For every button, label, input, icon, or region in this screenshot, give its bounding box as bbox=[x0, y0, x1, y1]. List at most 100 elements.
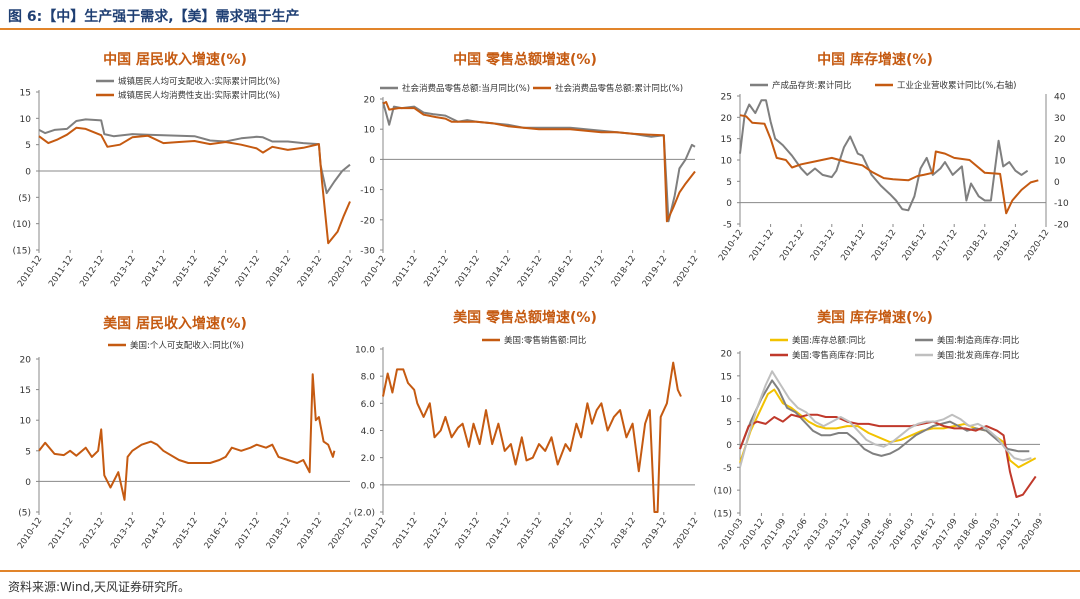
y2-tick-label: 10 bbox=[1054, 157, 1066, 167]
y-tick-label: 15 bbox=[721, 135, 732, 145]
chart-title: 美国 库存增速(%) bbox=[817, 309, 933, 326]
x-tick-label: 2013-12 bbox=[453, 254, 482, 289]
x-tick-label: 2013-12 bbox=[109, 254, 138, 289]
x-tick-label: 2013-12 bbox=[109, 516, 138, 551]
y-tick-label: (15) bbox=[13, 247, 31, 257]
y-tick-label: 6.0 bbox=[361, 400, 376, 410]
series-line-1 bbox=[38, 373, 336, 501]
x-tick-label: 2012-12 bbox=[422, 254, 451, 289]
chart-us-inventory: 美国 库存增速(%)20151050-5(10)(15)2010-032010-… bbox=[714, 309, 1046, 552]
legend-label: 美国:批发商库存:同比 bbox=[937, 350, 1019, 361]
legend-label: 美国:零售销售额:同比 bbox=[504, 335, 586, 346]
x-tick-label: 2017-12 bbox=[578, 254, 607, 289]
x-tick-label: 2011-12 bbox=[747, 228, 776, 263]
y-tick-label: (5) bbox=[18, 194, 31, 204]
x-tick-label: 2010-12 bbox=[360, 516, 389, 551]
y-tick-label: 5 bbox=[25, 141, 31, 151]
x-tick-label: 2019-12 bbox=[296, 516, 325, 551]
x-tick-label: 2010-12 bbox=[717, 228, 746, 263]
y-tick-label: (10) bbox=[13, 220, 31, 230]
y-tick-label: 10 bbox=[364, 126, 376, 136]
legend-label: 产成品存货:累计同比 bbox=[772, 80, 851, 91]
x-tick-label: 2018-12 bbox=[265, 516, 294, 551]
y-tick-label: 5 bbox=[726, 418, 732, 428]
y-tick-label: 20 bbox=[364, 96, 376, 106]
series-line-1 bbox=[382, 361, 682, 513]
y-tick-label: (2.0) bbox=[354, 509, 375, 519]
x-tick-label: 2016-12 bbox=[547, 254, 576, 289]
x-tick-label: 2015-12 bbox=[171, 254, 200, 289]
x-tick-label: 2018-12 bbox=[609, 254, 638, 289]
y-tick-label: -20 bbox=[360, 216, 375, 226]
x-tick-label: 2019-12 bbox=[641, 516, 670, 551]
y-tick-label: 0 bbox=[369, 156, 375, 166]
x-tick-label: 2018-12 bbox=[962, 228, 991, 263]
y-tick-label: -10 bbox=[360, 186, 375, 196]
y2-tick-label: 30 bbox=[1054, 114, 1066, 124]
y-tick-label: -5 bbox=[723, 464, 732, 474]
x-tick-label: 2012-12 bbox=[778, 228, 807, 263]
legend-label: 美国:制造商库存:同比 bbox=[937, 335, 1019, 346]
chart-title: 美国 零售总额增速(%) bbox=[453, 309, 597, 326]
y2-tick-label: 0 bbox=[1054, 178, 1060, 188]
y-tick-label: 15 bbox=[20, 89, 31, 99]
x-tick-label: 2011-12 bbox=[47, 516, 76, 551]
legend-label: 美国:库存总额:同比 bbox=[792, 335, 866, 346]
y-tick-label: 15 bbox=[721, 372, 732, 382]
x-tick-label: 2016-12 bbox=[547, 516, 576, 551]
y-tick-label: 5 bbox=[726, 178, 732, 188]
y-tick-label: 8.0 bbox=[361, 373, 376, 383]
x-tick-label: 2020-12 bbox=[672, 516, 701, 551]
x-tick-label: 2015-12 bbox=[516, 516, 545, 551]
x-tick-label: 2010-12 bbox=[16, 254, 45, 289]
y-tick-label: 5 bbox=[25, 447, 31, 457]
x-tick-label: 2015-12 bbox=[171, 516, 200, 551]
x-tick-label: 2019-12 bbox=[641, 254, 670, 289]
chart-title: 中国 居民收入增速(%) bbox=[103, 51, 247, 68]
y-tick-label: 20 bbox=[721, 350, 733, 360]
x-tick-label: 2019-12 bbox=[992, 228, 1021, 263]
x-tick-label: 2011-12 bbox=[391, 516, 420, 551]
y-tick-label: 0 bbox=[25, 168, 31, 178]
series-line-3 bbox=[739, 413, 1037, 498]
legend-label: 社会消费品零售总额:当月同比(%) bbox=[402, 83, 530, 94]
y-tick-label: 25 bbox=[721, 93, 732, 103]
x-tick-label: 2011-12 bbox=[47, 254, 76, 289]
y2-tick-label: -10 bbox=[1054, 199, 1069, 209]
y-tick-label: 2.0 bbox=[361, 454, 376, 464]
y-tick-label: 10 bbox=[20, 417, 32, 427]
y2-tick-label: 40 bbox=[1054, 93, 1066, 103]
series-line-1 bbox=[38, 118, 351, 195]
x-tick-label: 2011-12 bbox=[391, 254, 420, 289]
y-tick-label: 0.0 bbox=[361, 481, 376, 491]
x-tick-label: 2016-12 bbox=[202, 516, 231, 551]
x-tick-label: 2020-12 bbox=[1023, 228, 1052, 263]
y-tick-label: 20 bbox=[20, 356, 32, 366]
x-tick-label: 2013-12 bbox=[809, 228, 838, 263]
chart-cn-income: 中国 居民收入增速(%) 15 10 5 0 (5) (10) (15)2010-12 2011… bbox=[13, 51, 356, 289]
legend-label: 城镇居民人均可支配收入:实际累计同比(%) bbox=[118, 76, 280, 87]
x-tick-label: 2020-12 bbox=[327, 516, 356, 551]
y-tick-label: (10) bbox=[714, 487, 732, 497]
x-tick-label: 2015-12 bbox=[870, 228, 899, 263]
legend-label: 美国:个人可支配收入:同比(%) bbox=[130, 340, 244, 351]
x-tick-label: 2020-12 bbox=[672, 254, 701, 289]
series-line-2 bbox=[739, 114, 1039, 215]
y-tick-label: 20 bbox=[721, 114, 733, 124]
y-tick-label: 0 bbox=[25, 478, 31, 488]
x-tick-label: 2018-12 bbox=[609, 516, 638, 551]
y-tick-label: 10 bbox=[721, 157, 733, 167]
x-tick-label: 2016-12 bbox=[202, 254, 231, 289]
series-line-1 bbox=[739, 99, 1029, 212]
x-tick-label: 2017-12 bbox=[931, 228, 960, 263]
y-tick-label: 15 bbox=[20, 386, 31, 396]
x-tick-label: 2010-12 bbox=[16, 516, 45, 551]
y-tick-label: -30 bbox=[360, 247, 375, 257]
y-tick-label: 4.0 bbox=[361, 427, 376, 437]
x-tick-label: 2016-12 bbox=[900, 228, 929, 263]
x-tick-label: 2014-12 bbox=[839, 228, 868, 263]
x-tick-label: 2019-12 bbox=[296, 254, 325, 289]
x-tick-label: 2013-12 bbox=[453, 516, 482, 551]
